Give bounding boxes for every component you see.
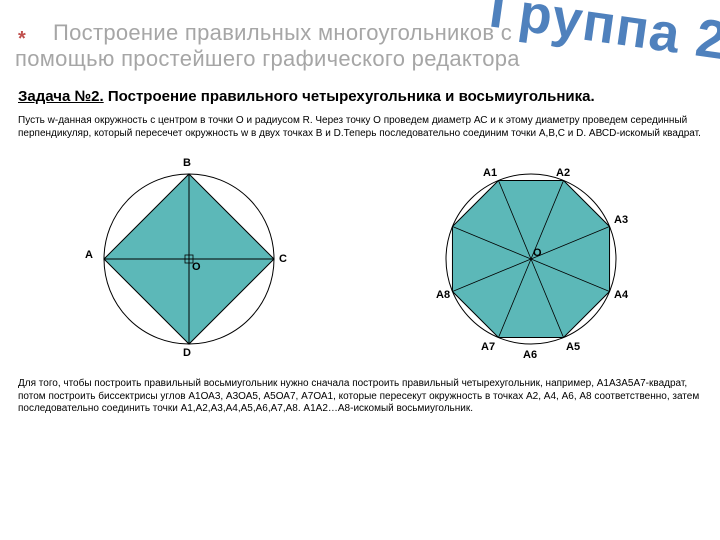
label-A: A — [85, 249, 93, 261]
figure-square: B A C D O — [79, 149, 299, 369]
task-title: Построение правильного четырехугольника … — [108, 88, 595, 105]
figure-octagon: A1 A2 A3 A4 A5 A6 A7 A8 O — [421, 149, 641, 369]
label-A8: A8 — [436, 289, 450, 301]
label-A2: A2 — [556, 167, 570, 179]
figures-row: B A C D O A1 A2 A3 A4 A5 A6 A7 A8 O — [0, 144, 720, 374]
label-A5: A5 — [566, 341, 580, 353]
label-C: C — [279, 253, 287, 265]
label-A7: A7 — [481, 341, 495, 353]
label-O2: O — [533, 247, 542, 259]
label-A3: A3 — [614, 214, 628, 226]
label-D: D — [183, 347, 191, 359]
label-B: B — [183, 157, 191, 169]
label-A6: A6 — [523, 349, 537, 361]
label-A4: A4 — [614, 289, 628, 301]
label-O: O — [192, 261, 201, 273]
task-prefix: Задача №2. — [18, 88, 104, 105]
label-A1: A1 — [483, 167, 497, 179]
footer-paragraph: Для того, чтобы построить правильный вос… — [0, 374, 720, 420]
intro-paragraph: Пусть w-данная окружность с центром в то… — [0, 111, 720, 144]
header-bullet: * — [18, 28, 26, 51]
task-heading: Задача №2. Построение правильного четыре… — [0, 80, 720, 111]
